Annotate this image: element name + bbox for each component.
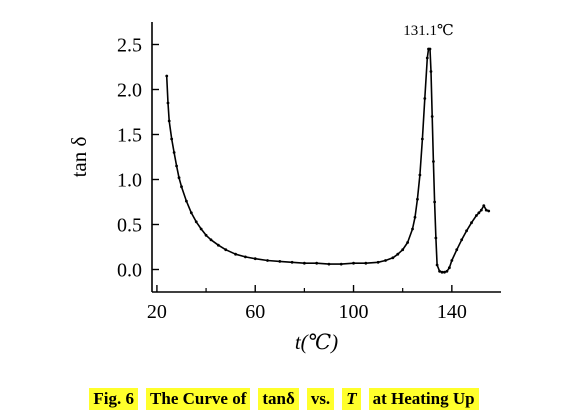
data-point [479, 208, 483, 212]
data-point [416, 197, 419, 201]
data-point [266, 259, 269, 262]
data-point [364, 261, 368, 265]
data-point [438, 269, 441, 273]
data-point [327, 262, 331, 266]
x-tick-label: 20 [147, 301, 167, 323]
data-point [209, 238, 213, 242]
data-point [194, 220, 198, 224]
data-point [447, 266, 451, 270]
y-tick-label: 0.0 [117, 260, 142, 282]
caption-T: T [342, 388, 361, 410]
data-point [434, 236, 438, 240]
data-point [396, 252, 400, 256]
peak-annotation: 131.1℃ [403, 23, 454, 39]
data-point [302, 261, 306, 265]
data-point [180, 185, 183, 189]
data-point [450, 259, 454, 262]
y-tick-label: 2.0 [117, 80, 142, 102]
caption-tan: tanδ [258, 388, 299, 410]
data-point [460, 238, 464, 242]
data-point [172, 151, 176, 154]
y-tick-label: 2.5 [117, 35, 142, 57]
data-point [411, 227, 414, 231]
data-point [420, 137, 424, 141]
data-point [440, 270, 444, 274]
data-point [406, 241, 410, 244]
data-point [455, 248, 459, 252]
data-point [185, 199, 188, 203]
data-point [413, 215, 417, 219]
y-tick-label: 1.0 [117, 170, 142, 192]
data-point [465, 229, 468, 233]
data-point [482, 204, 486, 208]
data-point [315, 261, 319, 265]
data-point [470, 221, 473, 225]
data-point [167, 119, 171, 123]
data-point [445, 269, 449, 273]
caption-vs: vs. [306, 388, 335, 410]
data-point [475, 214, 478, 217]
data-point [199, 227, 203, 231]
data-point [170, 137, 174, 141]
data-point [175, 164, 178, 168]
tan-delta-curve [165, 48, 489, 274]
x-axis-label: t(℃) [295, 330, 338, 354]
data-point [430, 115, 434, 118]
data-point [391, 256, 395, 260]
data-point [253, 257, 257, 261]
data-point [425, 56, 429, 60]
y-tick-label: 1.5 [117, 125, 142, 147]
caption-text-1: The Curve of [146, 388, 251, 410]
data-point [432, 160, 435, 163]
data-point [477, 211, 481, 215]
data-point [166, 101, 170, 105]
data-point [429, 70, 433, 73]
caption-fig-label: Fig. 6 [89, 388, 139, 410]
data-point [435, 263, 439, 267]
data-point [487, 209, 491, 213]
data-point [165, 74, 169, 78]
data-point [484, 208, 488, 212]
data-point [234, 252, 237, 256]
data-point [216, 243, 220, 247]
data-point [339, 262, 343, 266]
x-tick-label: 60 [245, 301, 265, 323]
data-point [418, 173, 422, 177]
data-point [443, 270, 446, 274]
x-tick-label: 100 [339, 301, 369, 323]
y-axis-label: tan δ [67, 137, 91, 178]
data-point [204, 233, 208, 237]
data-point [278, 260, 282, 263]
x-tick-label: 140 [437, 301, 467, 323]
data-point [177, 176, 181, 180]
y-tick-label: 0.5 [117, 215, 142, 237]
data-point [243, 255, 247, 259]
data-point [290, 260, 294, 264]
data-point [384, 259, 387, 262]
data-point [423, 97, 427, 100]
data-point [428, 47, 432, 51]
data-point [376, 260, 380, 264]
data-point [224, 248, 228, 252]
data-point [352, 261, 355, 265]
caption-text-2: at Heating Up [368, 388, 479, 410]
figure-caption: Fig. 6 The Curve of tanδ vs. T at Heatin… [0, 385, 568, 413]
data-point [401, 248, 405, 252]
data-point [189, 211, 193, 215]
data-point [433, 200, 437, 204]
